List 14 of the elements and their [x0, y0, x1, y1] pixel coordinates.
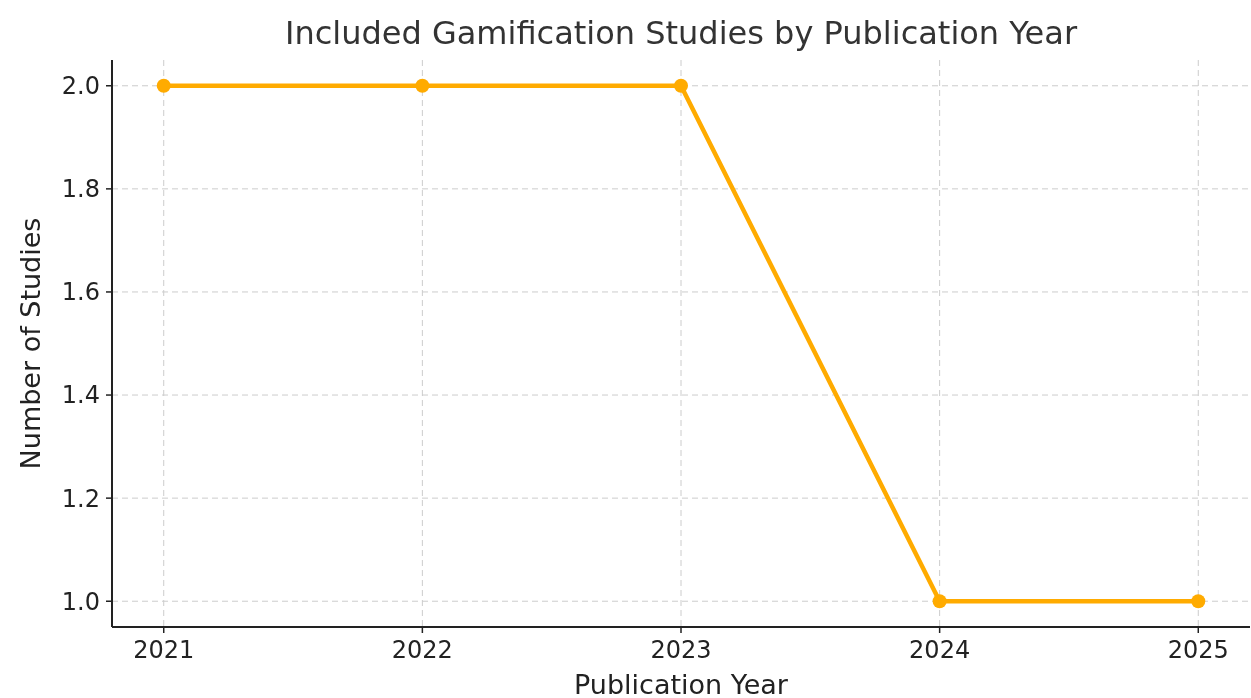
chart-title: Included Gamification Studies by Publication Year: [284, 14, 1078, 52]
x-tick-label: 2021: [133, 636, 195, 664]
x-tick-label: 2022: [391, 636, 453, 664]
y-tick-label: 1.2: [61, 484, 100, 513]
y-axis-title: Number of Studies: [15, 217, 46, 470]
x-axis-title: Publication Year: [574, 669, 789, 698]
y-tick-label: 1.8: [61, 175, 100, 204]
x-tick-label: 2023: [650, 636, 712, 664]
y-tick-label: 1.4: [61, 381, 100, 410]
y-tick-label: 1.6: [61, 278, 100, 307]
x-tick-label: 2024: [909, 636, 971, 664]
y-tick-label: 2.0: [61, 72, 100, 101]
x-tick-label: 2025: [1167, 636, 1229, 664]
y-tick-label: 1.0: [61, 587, 100, 616]
